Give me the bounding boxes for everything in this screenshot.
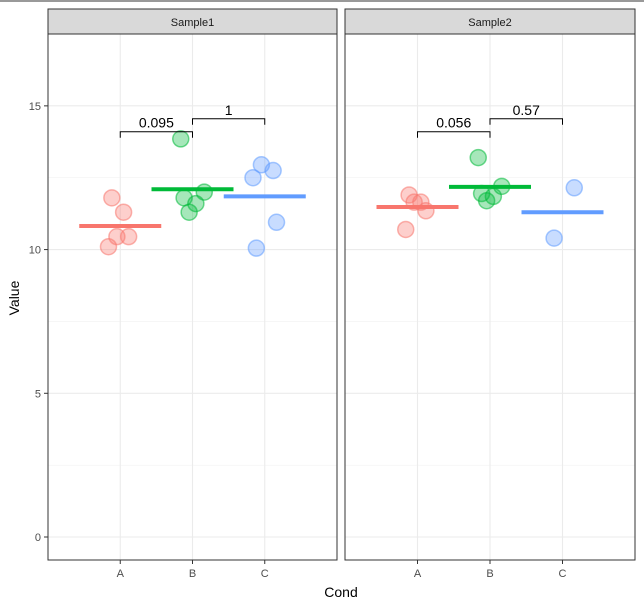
x-axis-title: Cond	[324, 584, 357, 600]
strip-background	[47, 8, 338, 35]
comparison-bracket	[489, 118, 563, 125]
y-tick-label: 10	[29, 245, 41, 257]
data-point-b	[195, 183, 214, 201]
data-point-c	[252, 156, 271, 174]
panel-sample2: Sample2 A B C 0.056 0.57	[344, 8, 636, 580]
comparison-bracket	[192, 118, 266, 125]
x-tick-label: C	[559, 568, 567, 580]
data-point-c	[565, 179, 584, 197]
data-point-a	[103, 189, 121, 207]
y-tick-label: 5	[35, 388, 41, 400]
p-value-label: 0.57	[513, 102, 540, 118]
data-point-c	[545, 229, 563, 247]
comparison-bracket	[417, 131, 491, 138]
p-value-label: 0.095	[139, 115, 174, 131]
data-point-b	[175, 189, 193, 207]
comparison-bracket	[119, 131, 193, 138]
y-axis-title: Value	[6, 280, 22, 315]
data-point-a	[114, 203, 133, 221]
y-tick-label: 15	[29, 101, 41, 113]
data-point-b	[171, 130, 190, 148]
panel-border	[344, 33, 636, 561]
x-tick-label: B	[486, 568, 493, 580]
data-point-c	[267, 213, 286, 232]
p-value-label: 0.056	[436, 115, 471, 131]
x-tick-label: A	[117, 568, 125, 580]
strip-title: Sample1	[171, 17, 214, 29]
p-value-label: 1	[225, 102, 233, 118]
strip-title: Sample2	[468, 17, 511, 29]
x-tick-label: C	[261, 568, 269, 580]
panel-border	[47, 33, 338, 561]
data-point-a	[400, 186, 418, 204]
data-point-a	[108, 227, 126, 246]
x-tick-label: A	[414, 568, 422, 580]
data-point-a	[396, 220, 415, 239]
data-point-c	[247, 239, 266, 257]
y-tick-label: 0	[35, 532, 41, 544]
x-tick-label: B	[189, 568, 196, 580]
strip-background	[344, 8, 636, 35]
data-point-c	[244, 168, 262, 187]
data-point-b	[469, 148, 487, 167]
panel-sample1: Sample1 A B C 0.095 1	[47, 8, 338, 580]
